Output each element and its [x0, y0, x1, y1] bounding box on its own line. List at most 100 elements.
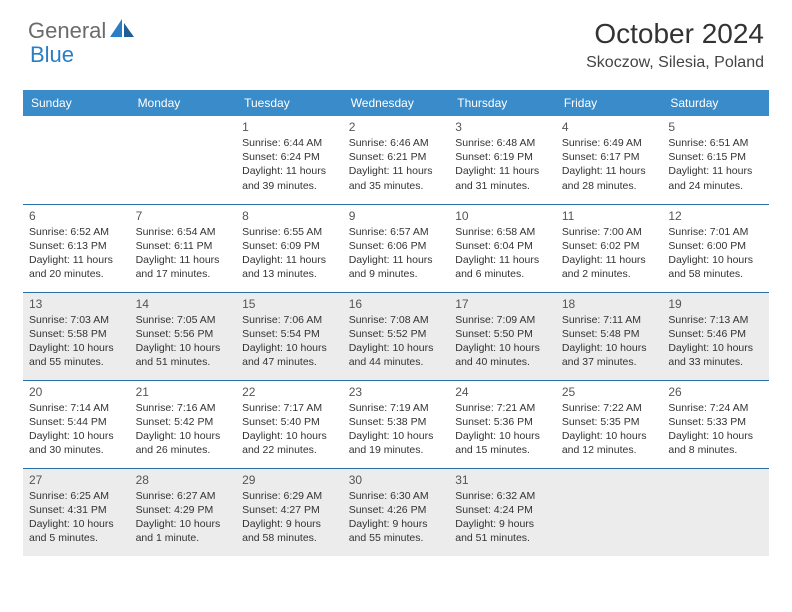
calendar-body: 1 Sunrise: 6:44 AMSunset: 6:24 PMDaylight… [23, 116, 769, 556]
day-number: 5 [668, 120, 763, 134]
day-info: Sunrise: 7:13 AMSunset: 5:46 PMDaylight:… [668, 313, 763, 370]
calendar-row: 6 Sunrise: 6:52 AMSunset: 6:13 PMDaylight… [23, 204, 769, 292]
day-info: Sunrise: 7:01 AMSunset: 6:00 PMDaylight:… [668, 225, 763, 282]
day-info: Sunrise: 7:19 AMSunset: 5:38 PMDaylight:… [349, 401, 444, 458]
day-cell: 22 Sunrise: 7:17 AMSunset: 5:40 PMDayligh… [236, 380, 343, 468]
day-info: Sunrise: 6:46 AMSunset: 6:21 PMDaylight:… [349, 136, 444, 193]
day-info: Sunrise: 7:21 AMSunset: 5:36 PMDaylight:… [455, 401, 550, 458]
day-info: Sunrise: 6:52 AMSunset: 6:13 PMDaylight:… [29, 225, 124, 282]
day-info: Sunrise: 6:32 AMSunset: 4:24 PMDaylight:… [455, 489, 550, 546]
day-cell: 21Sunrise: 7:16 AMSunset: 5:42 PMDayligh… [130, 380, 237, 468]
day-info: Sunrise: 7:16 AMSunset: 5:42 PMDaylight:… [136, 401, 231, 458]
day-info: Sunrise: 7:24 AMSunset: 5:33 PMDaylight:… [668, 401, 763, 458]
weekday-monday: Monday [130, 90, 237, 116]
logo-text-general: General [28, 18, 106, 44]
day-info: Sunrise: 6:57 AMSunset: 6:06 PMDaylight:… [349, 225, 444, 282]
day-cell: 13 Sunrise: 7:03 AMSunset: 5:58 PMDayligh… [23, 292, 130, 380]
day-cell: 10 Sunrise: 6:58 AMSunset: 6:04 PMDayligh… [449, 204, 556, 292]
day-cell: 11 Sunrise: 7:00 AMSunset: 6:02 PMDayligh… [556, 204, 663, 292]
day-cell: 12 Sunrise: 7:01 AMSunset: 6:00 PMDayligh… [662, 204, 769, 292]
title-block: October 2024 Skoczow, Silesia, Poland [586, 18, 764, 72]
day-info: Sunrise: 6:27 AMSunset: 4:29 PMDaylight:… [136, 489, 231, 546]
day-number: 11 [562, 209, 657, 223]
day-info: Sunrise: 6:51 AMSunset: 6:15 PMDaylight:… [668, 136, 763, 193]
day-number: 2 [349, 120, 444, 134]
day-number: 6 [29, 209, 124, 223]
calendar-table: Sunday Monday Tuesday Wednesday Thursday… [23, 90, 769, 556]
day-number: 26 [668, 385, 763, 399]
day-info: Sunrise: 7:00 AMSunset: 6:02 PMDaylight:… [562, 225, 657, 282]
day-info: Sunrise: 7:03 AMSunset: 5:58 PMDaylight:… [29, 313, 124, 370]
weekday-header-row: Sunday Monday Tuesday Wednesday Thursday… [23, 90, 769, 116]
calendar-row: 20 Sunrise: 7:14 AMSunset: 5:44 PMDayligh… [23, 380, 769, 468]
day-cell: 5 Sunrise: 6:51 AMSunset: 6:15 PMDaylight… [662, 116, 769, 204]
day-cell: 9 Sunrise: 6:57 AMSunset: 6:06 PMDaylight… [343, 204, 450, 292]
day-number: 3 [455, 120, 550, 134]
day-info: Sunrise: 7:05 AMSunset: 5:56 PMDaylight:… [136, 313, 231, 370]
day-number: 4 [562, 120, 657, 134]
day-info: Sunrise: 6:30 AMSunset: 4:26 PMDaylight:… [349, 489, 444, 546]
day-number: 1 [242, 120, 337, 134]
day-info: Sunrise: 7:06 AMSunset: 5:54 PMDaylight:… [242, 313, 337, 370]
day-info: Sunrise: 7:14 AMSunset: 5:44 PMDaylight:… [29, 401, 124, 458]
day-info: Sunrise: 6:54 AMSunset: 6:11 PMDaylight:… [136, 225, 231, 282]
day-number: 10 [455, 209, 550, 223]
day-cell [662, 468, 769, 556]
day-cell: 6 Sunrise: 6:52 AMSunset: 6:13 PMDaylight… [23, 204, 130, 292]
day-info: Sunrise: 7:08 AMSunset: 5:52 PMDaylight:… [349, 313, 444, 370]
day-cell: 16Sunrise: 7:08 AMSunset: 5:52 PMDayligh… [343, 292, 450, 380]
day-number: 29 [242, 473, 337, 487]
day-number: 13 [29, 297, 124, 311]
day-cell [23, 116, 130, 204]
day-info: Sunrise: 7:22 AMSunset: 5:35 PMDaylight:… [562, 401, 657, 458]
day-cell [130, 116, 237, 204]
day-cell: 14 Sunrise: 7:05 AMSunset: 5:56 PMDayligh… [130, 292, 237, 380]
day-info: Sunrise: 6:44 AMSunset: 6:24 PMDaylight:… [242, 136, 337, 193]
weekday-sunday: Sunday [23, 90, 130, 116]
day-cell: 28 Sunrise: 6:27 AMSunset: 4:29 PMDayligh… [130, 468, 237, 556]
day-info: Sunrise: 6:29 AMSunset: 4:27 PMDaylight:… [242, 489, 337, 546]
day-cell: 18Sunrise: 7:11 AMSunset: 5:48 PMDayligh… [556, 292, 663, 380]
day-number: 31 [455, 473, 550, 487]
page-header: General October 2024 Skoczow, Silesia, P… [0, 0, 792, 82]
day-info: Sunrise: 6:55 AMSunset: 6:09 PMDaylight:… [242, 225, 337, 282]
day-number: 8 [242, 209, 337, 223]
day-info: Sunrise: 6:58 AMSunset: 6:04 PMDaylight:… [455, 225, 550, 282]
day-info: Sunrise: 6:49 AMSunset: 6:17 PMDaylight:… [562, 136, 657, 193]
calendar-row: 1 Sunrise: 6:44 AMSunset: 6:24 PMDaylight… [23, 116, 769, 204]
day-number: 22 [242, 385, 337, 399]
day-number: 30 [349, 473, 444, 487]
day-cell: 3 Sunrise: 6:48 AMSunset: 6:19 PMDaylight… [449, 116, 556, 204]
day-number: 28 [136, 473, 231, 487]
day-cell: 29 Sunrise: 6:29 AMSunset: 4:27 PMDayligh… [236, 468, 343, 556]
day-cell: 20 Sunrise: 7:14 AMSunset: 5:44 PMDayligh… [23, 380, 130, 468]
month-title: October 2024 [586, 18, 764, 50]
day-number: 20 [29, 385, 124, 399]
day-cell: 15 Sunrise: 7:06 AMSunset: 5:54 PMDayligh… [236, 292, 343, 380]
day-cell: 31 Sunrise: 6:32 AMSunset: 4:24 PMDayligh… [449, 468, 556, 556]
day-number: 15 [242, 297, 337, 311]
weekday-saturday: Saturday [662, 90, 769, 116]
logo-text-blue: Blue [30, 42, 74, 67]
day-cell: 26 Sunrise: 7:24 AMSunset: 5:33 PMDayligh… [662, 380, 769, 468]
logo-sail-icon [110, 19, 136, 44]
day-info: Sunrise: 7:09 AMSunset: 5:50 PMDaylight:… [455, 313, 550, 370]
day-number: 18 [562, 297, 657, 311]
location-text: Skoczow, Silesia, Poland [586, 54, 764, 72]
day-number: 25 [562, 385, 657, 399]
day-number: 14 [136, 297, 231, 311]
day-cell: 27Sunrise: 6:25 AMSunset: 4:31 PMDayligh… [23, 468, 130, 556]
weekday-thursday: Thursday [449, 90, 556, 116]
logo: General [28, 18, 138, 44]
day-cell [556, 468, 663, 556]
day-number: 12 [668, 209, 763, 223]
calendar-row: 13 Sunrise: 7:03 AMSunset: 5:58 PMDayligh… [23, 292, 769, 380]
weekday-tuesday: Tuesday [236, 90, 343, 116]
day-cell: 30 Sunrise: 6:30 AMSunset: 4:26 PMDayligh… [343, 468, 450, 556]
day-info: Sunrise: 6:48 AMSunset: 6:19 PMDaylight:… [455, 136, 550, 193]
day-info: Sunrise: 7:17 AMSunset: 5:40 PMDaylight:… [242, 401, 337, 458]
day-number: 24 [455, 385, 550, 399]
day-number: 9 [349, 209, 444, 223]
day-cell: 8 Sunrise: 6:55 AMSunset: 6:09 PMDaylight… [236, 204, 343, 292]
day-info: Sunrise: 6:25 AMSunset: 4:31 PMDaylight:… [29, 489, 124, 546]
